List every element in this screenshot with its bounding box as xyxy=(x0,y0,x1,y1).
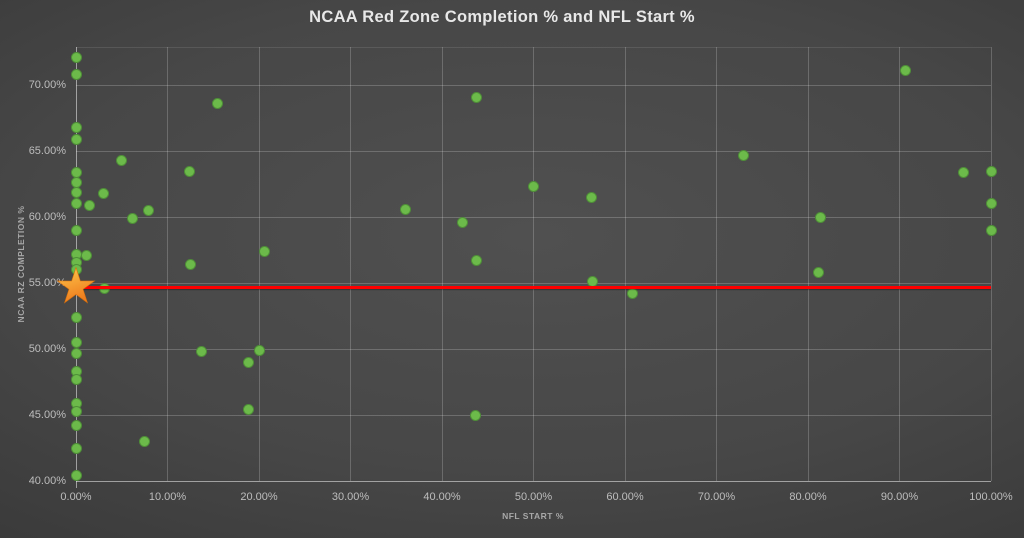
data-point[interactable] xyxy=(70,442,82,454)
data-point[interactable] xyxy=(84,199,96,211)
data-point[interactable] xyxy=(183,165,195,177)
data-point[interactable] xyxy=(470,409,482,421)
data-point[interactable] xyxy=(70,224,82,236)
data-point[interactable] xyxy=(242,404,254,416)
data-point[interactable] xyxy=(958,166,970,178)
y-gridline xyxy=(76,414,991,416)
x-gridline xyxy=(350,47,351,481)
data-point[interactable] xyxy=(70,52,82,64)
x-axis-tick-label: 60.00% xyxy=(606,491,644,503)
x-gridline xyxy=(441,47,443,481)
data-point[interactable] xyxy=(70,166,82,178)
y-axis-tick-label: 50.00% xyxy=(28,343,66,356)
x-gridline xyxy=(899,47,900,481)
y-axis-tick-label: 45.00% xyxy=(28,409,66,422)
x-axis-tick-label: 40.00% xyxy=(423,491,461,503)
y-gridline xyxy=(76,216,991,218)
data-point[interactable] xyxy=(195,346,207,358)
data-point[interactable] xyxy=(212,98,224,110)
data-point[interactable] xyxy=(116,154,128,166)
data-point[interactable] xyxy=(70,420,82,432)
y-axis-tick-label: 40.00% xyxy=(28,475,66,487)
x-gridline xyxy=(716,47,717,481)
chart-title: NCAA Red Zone Completion % and NFL Start… xyxy=(309,8,695,26)
data-point[interactable] xyxy=(985,224,997,236)
x-axis-tick-label: 50.00% xyxy=(514,491,553,503)
data-point[interactable] xyxy=(399,203,411,215)
highlight-star-marker[interactable] xyxy=(55,266,97,312)
data-point[interactable] xyxy=(142,205,154,217)
data-point[interactable] xyxy=(70,470,82,482)
y-gridline xyxy=(76,84,991,86)
x-gridline xyxy=(807,47,809,481)
axis-tick xyxy=(75,481,77,488)
x-gridline xyxy=(624,47,626,481)
data-point[interactable] xyxy=(738,149,750,161)
x-gridline xyxy=(167,47,168,481)
x-axis-tick-label: 30.00% xyxy=(331,491,370,503)
data-point[interactable] xyxy=(70,311,82,323)
x-axis-line xyxy=(76,480,991,482)
average-reference-line[interactable] xyxy=(76,285,991,289)
data-point[interactable] xyxy=(812,267,824,279)
data-point[interactable] xyxy=(70,121,82,133)
data-point[interactable] xyxy=(900,65,912,77)
x-gridline xyxy=(533,47,534,481)
data-point[interactable] xyxy=(139,435,151,447)
data-point[interactable] xyxy=(97,187,109,199)
plot-top-border xyxy=(76,47,991,48)
data-point[interactable] xyxy=(70,373,82,385)
data-point[interactable] xyxy=(258,245,270,257)
x-axis-title: NFL START % xyxy=(502,511,564,521)
y-axis-tick-label: 60.00% xyxy=(28,211,66,224)
x-gridline xyxy=(258,47,260,481)
data-point[interactable] xyxy=(70,405,82,417)
x-axis-tick-label: 20.00% xyxy=(240,491,278,503)
x-axis-tick-label: 10.00% xyxy=(148,491,187,503)
x-axis-tick-label: 0.00% xyxy=(60,491,92,503)
data-point[interactable] xyxy=(471,255,483,267)
data-point[interactable] xyxy=(70,69,82,81)
data-point[interactable] xyxy=(585,191,597,203)
data-point[interactable] xyxy=(127,212,139,224)
data-point[interactable] xyxy=(985,165,997,177)
y-gridline xyxy=(76,282,991,284)
y-axis-tick-label: 65.00% xyxy=(28,145,66,158)
data-point[interactable] xyxy=(471,91,483,103)
data-point[interactable] xyxy=(81,249,93,261)
data-point[interactable] xyxy=(242,356,254,368)
data-point[interactable] xyxy=(70,186,82,198)
y-gridline xyxy=(76,150,991,152)
x-axis-tick-label: 100.00% xyxy=(969,491,1013,503)
data-point[interactable] xyxy=(815,211,827,223)
x-axis-tick-label: 70.00% xyxy=(697,491,736,503)
data-point[interactable] xyxy=(70,347,82,359)
data-point[interactable] xyxy=(70,198,82,210)
x-axis-tick-label: 90.00% xyxy=(880,491,919,503)
data-point[interactable] xyxy=(626,288,638,300)
y-gridline xyxy=(76,348,991,350)
x-gridline xyxy=(990,47,992,481)
y-axis-tick-label: 70.00% xyxy=(28,79,66,92)
data-point[interactable] xyxy=(528,181,539,193)
x-axis-tick-label: 80.00% xyxy=(789,491,827,503)
data-point[interactable] xyxy=(253,344,265,356)
data-point[interactable] xyxy=(985,198,997,210)
y-axis-tick-label: 55.00% xyxy=(28,277,66,290)
data-point[interactable] xyxy=(70,133,82,145)
data-point[interactable] xyxy=(184,259,196,271)
data-point[interactable] xyxy=(456,216,468,228)
data-point[interactable] xyxy=(70,336,82,348)
